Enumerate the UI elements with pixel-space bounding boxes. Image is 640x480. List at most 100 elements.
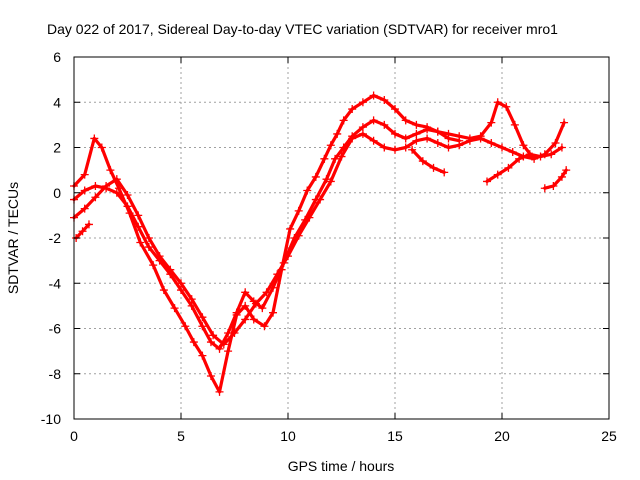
data-point-marker	[331, 154, 340, 163]
data-point-marker	[348, 105, 357, 114]
data-point-marker	[358, 123, 367, 132]
data-point-marker	[423, 125, 432, 134]
data-point-marker	[170, 304, 179, 313]
data-point-marker	[177, 279, 185, 288]
data-point-marker	[358, 98, 367, 107]
data-point-marker	[540, 184, 549, 193]
data-point-marker	[536, 152, 545, 161]
gridlines	[74, 57, 609, 419]
data-point-marker	[326, 141, 335, 150]
data-point-marker	[401, 116, 410, 125]
data-point-marker	[305, 213, 314, 222]
data-point-marker	[269, 308, 278, 317]
x-axis-label: GPS time / hours	[288, 458, 395, 474]
data-point-marker	[215, 387, 224, 396]
data-point-marker	[123, 202, 132, 211]
series-line	[72, 118, 461, 351]
data-point-marker	[78, 227, 87, 236]
data-point-marker	[547, 150, 556, 159]
y-tick-label: 6	[53, 49, 61, 65]
data-point-marker	[549, 181, 558, 190]
series-1	[70, 91, 536, 396]
data-point-marker	[418, 157, 427, 166]
data-point-marker	[224, 347, 233, 356]
data-point-marker	[91, 181, 100, 190]
x-tick-label: 5	[177, 428, 185, 444]
data-point-marker	[286, 224, 295, 233]
data-point-marker	[232, 308, 241, 317]
data-point-marker	[136, 238, 145, 247]
data-point-marker	[189, 338, 198, 347]
data-point-marker	[358, 129, 367, 138]
data-point-marker	[412, 129, 421, 138]
data-point-marker	[198, 322, 207, 331]
data-point-marker	[159, 286, 168, 295]
data-point-marker	[181, 322, 190, 331]
series-7	[408, 145, 449, 177]
data-point-marker	[369, 136, 378, 145]
axis-ticks: 0 5 10 15 20 25 -10 -8 -6 -4 -2 0 2 4 6	[41, 49, 617, 444]
y-tick-label: 4	[53, 94, 61, 110]
data-point-marker	[260, 322, 269, 331]
data-point-marker	[391, 105, 399, 114]
series-6	[540, 166, 571, 193]
data-point-marker	[423, 134, 432, 143]
data-point-marker	[401, 134, 410, 143]
series-line	[410, 148, 446, 174]
series-5	[483, 143, 566, 186]
data-point-marker	[504, 163, 513, 172]
data-point-marker	[412, 120, 421, 129]
data-point-marker	[408, 145, 417, 154]
data-point-marker	[560, 118, 569, 127]
data-point-marker	[557, 143, 566, 152]
data-point-marker	[80, 186, 89, 195]
series-line	[72, 93, 534, 394]
data-point-marker	[557, 172, 566, 181]
series-4	[72, 220, 93, 242]
data-point-marker	[519, 141, 528, 150]
data-point-marker	[320, 154, 329, 163]
data-point-marker	[241, 288, 250, 297]
data-point-marker	[508, 148, 517, 157]
y-axis-label: SDTVAR / TECUs	[5, 182, 21, 294]
data-point-marker	[144, 243, 153, 252]
y-tick-label: 2	[53, 140, 61, 156]
data-point-marker	[97, 143, 106, 152]
x-tick-label: 20	[494, 428, 510, 444]
y-tick-label: -6	[49, 321, 62, 337]
data-point-marker	[294, 206, 303, 215]
data-point-marker	[80, 204, 89, 213]
data-point-marker	[369, 116, 378, 125]
data-point-marker	[465, 136, 474, 145]
data-point-marker	[487, 138, 496, 147]
data-point-marker	[241, 301, 250, 310]
y-tick-label: -2	[49, 230, 62, 246]
data-point-marker	[380, 120, 389, 129]
data-point-marker	[525, 150, 534, 159]
data-point-marker	[198, 313, 207, 322]
series-line	[543, 168, 568, 190]
data-point-marker	[337, 152, 346, 161]
data-point-marker	[455, 141, 464, 150]
data-point-marker	[391, 145, 399, 154]
data-point-marker	[273, 270, 282, 279]
data-point-marker	[515, 154, 524, 163]
data-point-marker	[209, 331, 218, 340]
data-point-marker	[294, 231, 303, 240]
data-point-marker	[262, 288, 271, 297]
data-point-marker	[444, 143, 453, 152]
data-point-marker	[149, 261, 158, 270]
data-point-marker	[112, 188, 121, 197]
series-2	[70, 116, 464, 353]
data-point-marker	[84, 220, 93, 229]
data-series	[70, 91, 571, 396]
data-point-marker	[429, 163, 438, 172]
data-point-marker	[80, 170, 89, 179]
data-point-marker	[102, 181, 111, 190]
data-point-marker	[187, 295, 196, 304]
data-point-marker	[258, 304, 267, 313]
data-point-marker	[487, 118, 496, 127]
data-point-marker	[440, 168, 449, 177]
data-point-marker	[433, 127, 442, 136]
